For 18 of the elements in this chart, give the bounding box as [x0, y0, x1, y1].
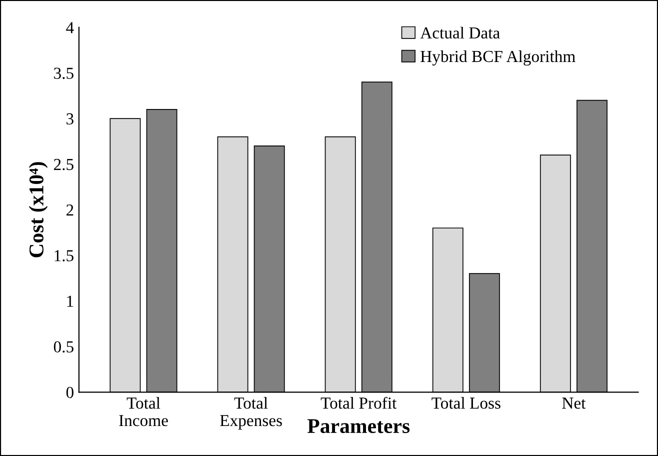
x-tick-label: Total Loss [432, 397, 500, 409]
y-tick-label: 2.5 [54, 158, 74, 170]
x-tick-label: Total Profit [320, 396, 397, 409]
y-tick-label: 2 [66, 204, 74, 216]
x-tick-label: Total Expenses [220, 397, 282, 430]
y-tick-label: 1.5 [54, 250, 74, 262]
y-tick-label: 0.5 [54, 341, 74, 353]
x-tick-label: Total Income [119, 397, 168, 426]
y-tick-label: 0 [66, 386, 74, 398]
legend-label: Hybrid BCF Algorithm [420, 50, 576, 66]
x-axis-title: Parameters [307, 419, 410, 434]
y-tick-label: 4 [66, 22, 74, 34]
y-tick-label: 1 [67, 296, 74, 307]
x-tick-label: Net [562, 398, 586, 409]
y-axis-title: Cost (x10⁴) [28, 162, 48, 258]
legend-label: Actual Data [420, 26, 500, 39]
y-tick-label: 3 [66, 113, 74, 125]
y-tick-label: 3.5 [54, 68, 74, 79]
